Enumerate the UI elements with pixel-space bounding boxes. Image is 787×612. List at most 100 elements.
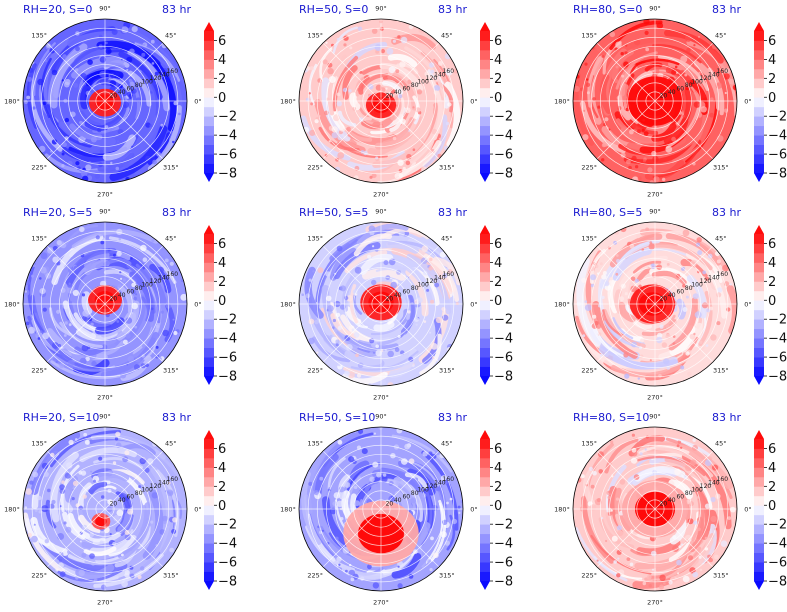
speckle: [666, 366, 671, 370]
speckle: [25, 321, 30, 326]
angle-tick-label: 135°: [307, 235, 323, 243]
speckle: [597, 451, 604, 458]
speckle: [375, 344, 380, 349]
polar-frame: [298, 221, 464, 387]
colorbar-segment: [754, 40, 764, 51]
speckle: [727, 516, 732, 520]
spiral-band: [392, 97, 405, 125]
colorbar-segment: [204, 476, 214, 487]
radius-tick-label: 20: [110, 296, 118, 303]
speckle: [404, 443, 411, 450]
speckle: [50, 452, 55, 458]
speckle: [357, 87, 362, 93]
speckle: [99, 70, 106, 78]
colorbar-segment: [480, 163, 490, 174]
speckle: [371, 28, 378, 34]
speckle: [157, 266, 165, 274]
spiral-band: [575, 527, 628, 582]
speckle: [159, 119, 163, 123]
polar-panel: 20 40 60 801001201401600°45°90°135°180°225°…: [554, 206, 787, 402]
colorbar-segment: [754, 31, 764, 41]
colorbar-segment: [754, 68, 764, 79]
speckle: [131, 145, 134, 148]
speckle: [332, 318, 336, 323]
colorbar-segment: [754, 328, 764, 339]
speckle: [628, 165, 632, 170]
speckle: [646, 574, 652, 580]
panel-title: RH=80, S=10: [573, 411, 649, 424]
speckle: [686, 47, 691, 53]
speckle: [385, 87, 388, 90]
speckle: [59, 362, 65, 369]
speckle: [62, 54, 67, 59]
speckle: [582, 334, 586, 338]
speckle: [383, 260, 389, 266]
speckle: [448, 291, 452, 295]
speckle: [392, 39, 396, 43]
speckle: [594, 498, 602, 506]
speckle: [122, 101, 129, 109]
speckle: [116, 250, 122, 257]
speckle: [389, 131, 393, 135]
speckle: [114, 437, 119, 441]
colorbar-extend-min: [754, 376, 764, 385]
colorbar-segment: [480, 290, 490, 301]
spiral-band: [164, 303, 176, 343]
spiral-band: [58, 121, 116, 147]
speckle: [346, 126, 351, 132]
angle-tick-label: 0°: [744, 506, 751, 514]
speckle: [141, 52, 146, 57]
speckle: [101, 495, 105, 499]
speckle: [127, 508, 134, 515]
radius-tick-label: 40: [668, 292, 676, 299]
colorbar: 6 4 2 0 −2 −4 −6 −8: [754, 225, 787, 385]
colorbar-tick-label: −6: [218, 351, 237, 366]
colorbar-tick-label: 0: [218, 499, 226, 514]
colorbar-tick-label: −2: [494, 518, 513, 533]
angle-gridline: [322, 450, 382, 510]
radius-tick-label: 40: [668, 497, 676, 504]
polar-frame: [298, 426, 464, 592]
radius-tick-label: 40: [118, 497, 126, 504]
speckle: [716, 321, 721, 326]
spiral-band: [62, 300, 97, 339]
speckle: [52, 256, 59, 263]
speckle: [717, 135, 724, 142]
speckle: [75, 46, 80, 52]
speckle: [682, 114, 685, 118]
speckle: [83, 432, 88, 437]
speckle: [692, 293, 699, 300]
speckle: [118, 237, 122, 241]
speckle: [722, 264, 729, 272]
speckle: [37, 495, 42, 501]
speckle: [67, 282, 73, 288]
speckle: [429, 568, 433, 572]
colorbar-extend-min: [204, 581, 214, 590]
spiral-band: [90, 434, 166, 460]
speckle: [636, 233, 641, 239]
speckle: [371, 173, 377, 179]
speckle: [656, 22, 664, 29]
speckle: [610, 440, 614, 444]
speckle: [115, 166, 120, 171]
speckle: [41, 505, 49, 513]
angle-tick-label: 270°: [97, 191, 113, 199]
speckle: [127, 355, 134, 363]
angle-tick-label: 180°: [280, 301, 296, 309]
speckle: [337, 325, 342, 331]
speckle: [132, 352, 135, 355]
colorbar-segment: [754, 49, 764, 60]
speckle: [63, 334, 67, 337]
angle-tick-label: 315°: [439, 571, 455, 579]
angle-gridline: [322, 100, 382, 160]
speckle: [60, 242, 67, 249]
speckle: [604, 281, 610, 287]
speckle: [710, 334, 717, 341]
radius-tick-label: 80: [135, 82, 143, 89]
speckle: [680, 365, 685, 370]
speckle: [639, 452, 643, 456]
speckle: [616, 259, 621, 263]
speckle: [644, 448, 647, 451]
polar-panel: 20 40 60 801001201401600°45°90°135°180°225°…: [280, 206, 513, 402]
